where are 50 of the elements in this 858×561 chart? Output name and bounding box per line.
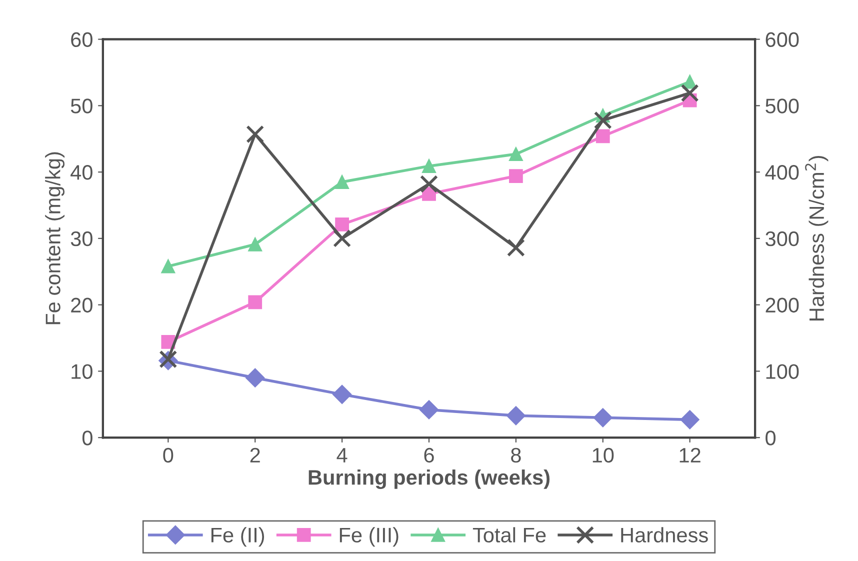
point [335,175,349,189]
y2-tick-label: 100 [766,364,799,379]
point [509,169,523,183]
point [248,237,262,252]
point [246,125,264,144]
y-tick-label: 60 [71,32,92,48]
point [506,406,526,426]
legend-label: Hardness [621,527,708,542]
legend-label: Total Fe [472,527,546,542]
y2-tick-label: 300 [766,231,799,246]
y2-axis-title: Hardness (N/cm$^{2}$) [805,156,828,320]
point [593,408,612,428]
point [420,174,438,194]
x-tick-label: 12 [680,448,700,462]
x-tick-label: 6 [424,448,434,463]
x-axis-title: Burning periods (weeks) [308,470,550,490]
y-tick-label: 0 [82,430,92,446]
point [419,400,439,420]
y2-tick-label: 0 [766,430,776,446]
x-tick-label: 10 [592,448,614,463]
point [248,295,262,310]
point [333,229,352,248]
point [506,238,525,257]
y-tick-label: 20 [71,298,92,313]
y2-tick-label: 400 [765,165,799,180]
point [594,111,612,130]
x-tick-label: 8 [511,448,521,463]
y-tick-label: 10 [72,364,92,379]
point [161,259,176,274]
x-tick-label: 2 [250,448,260,462]
y2-tick-label: 600 [766,32,799,48]
point [509,147,523,162]
y-axis-title: Fe content (mg/kg) [45,152,65,324]
point [161,335,176,349]
x-tick-label: 0 [163,448,174,463]
y-tick-label: 50 [70,98,92,114]
legend-label: Fe (II) [211,527,264,547]
y-tick-label: 30 [70,231,92,246]
point [680,84,699,102]
y2-tick-label: 200 [766,298,799,313]
point [335,218,349,232]
y-tick-label: 40 [70,165,92,180]
y2-tick-label: 500 [766,98,799,114]
point [422,159,436,174]
point [596,129,610,144]
legend-label: Fe (III) [340,527,398,547]
point [246,368,265,388]
point [680,410,700,430]
point [332,384,352,404]
x-tick-label: 4 [336,448,348,462]
